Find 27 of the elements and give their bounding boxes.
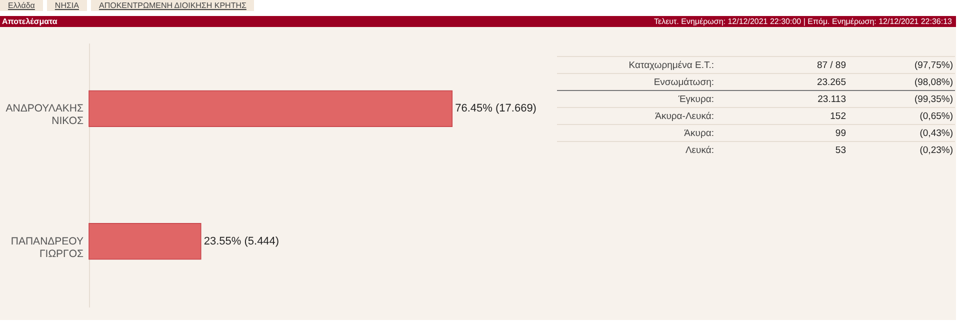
y-tick-label: ΑΝΔΡΟΥΛΑΚΗΣ ΝΙΚΟΣ bbox=[6, 102, 84, 128]
text: 23.265 bbox=[714, 74, 848, 90]
text: (98,08%) bbox=[848, 74, 955, 90]
text: 87 / 89 bbox=[714, 56, 848, 74]
text: Λευκά: bbox=[557, 142, 714, 158]
text: (99,35%) bbox=[848, 90, 955, 108]
text: Άκυρα-Λευκά: bbox=[557, 108, 714, 124]
text: (0,23%) bbox=[848, 142, 955, 158]
text: Τελευτ. Ενημέρωση: 12/12/2021 22:30:00 | Επόμ. Ενημέρωση: 12/12/2021 22:36:13 bbox=[654, 16, 952, 27]
text: ΝΗΣΙΑ bbox=[46, 0, 87, 11]
text: 23.113 bbox=[714, 90, 848, 108]
text: Άκυρα: bbox=[557, 124, 714, 142]
text: (0,43%) bbox=[848, 124, 955, 142]
text: Έγκυρα: bbox=[557, 90, 714, 108]
text: 152 bbox=[714, 108, 848, 124]
text: (97,75%) bbox=[848, 56, 955, 74]
text: Καταχωρημένα Ε.Τ.: bbox=[557, 56, 714, 74]
text: 53 bbox=[714, 142, 848, 158]
data-label: 23.55% (5.444) bbox=[204, 235, 280, 248]
text: Ελλάδα bbox=[0, 0, 43, 11]
text: 99 bbox=[714, 124, 848, 142]
chart-title: Αποτελέσματα bbox=[2, 16, 58, 27]
text: Ενσωμάτωση: bbox=[557, 74, 714, 90]
text: ΑΠΟΚΕΝΤΡΩΜΕΝΗ ΔΙΟΙΚΗΣΗ ΚΡΗΤΗΣ bbox=[90, 0, 254, 11]
y-tick-label: ΠΑΠΑΝΔΡΕΟΥ ΓΙΩΡΓΟΣ bbox=[10, 235, 84, 260]
text: (0,65%) bbox=[848, 108, 955, 124]
data-label: 76.45% (17.669) bbox=[455, 102, 536, 115]
